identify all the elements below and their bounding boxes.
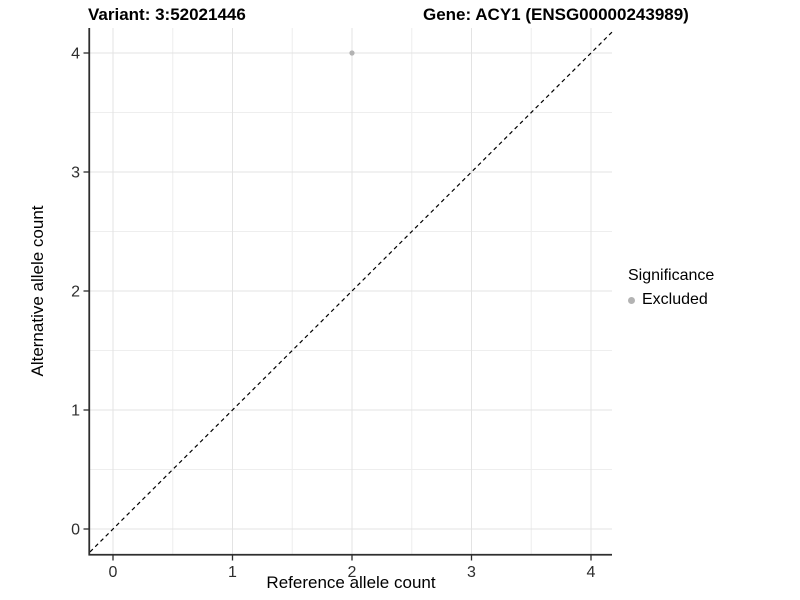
x-tick-label: 2 bbox=[348, 564, 357, 581]
legend-item-label: Excluded bbox=[642, 291, 708, 308]
data-point bbox=[349, 50, 355, 56]
y-tick-label: 1 bbox=[71, 403, 80, 420]
variant-title: Variant: 3:52021446 bbox=[88, 5, 246, 24]
y-tick-label: 3 bbox=[71, 165, 80, 182]
excluded-point-swatch bbox=[628, 296, 635, 304]
legend-title: Significance bbox=[628, 267, 715, 284]
x-axis-title: Reference allele count bbox=[266, 573, 436, 592]
x-tick-label: 0 bbox=[109, 564, 118, 581]
gene-title: Gene: ACY1 (ENSG00000243989) bbox=[423, 5, 689, 24]
legend-item-excluded: Excluded bbox=[628, 291, 714, 309]
x-tick-label: 1 bbox=[228, 564, 237, 581]
identity-dashed-line bbox=[89, 31, 613, 553]
y-tick-label: 0 bbox=[71, 522, 80, 539]
y-tick-label: 4 bbox=[71, 46, 80, 63]
legend: Significance Excluded bbox=[628, 267, 714, 309]
y-axis-title: Alternative allele count bbox=[28, 205, 47, 377]
y-tick-label: 2 bbox=[71, 284, 80, 301]
x-tick-label: 3 bbox=[467, 564, 476, 581]
x-tick-label: 4 bbox=[587, 564, 596, 581]
